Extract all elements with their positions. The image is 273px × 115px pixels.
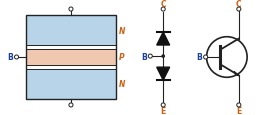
Circle shape <box>69 103 73 107</box>
Bar <box>26 16 116 99</box>
Polygon shape <box>157 68 170 80</box>
Text: E: E <box>161 106 166 115</box>
Bar <box>26 69 116 99</box>
Bar <box>26 16 116 46</box>
Circle shape <box>161 55 165 58</box>
Circle shape <box>204 56 208 59</box>
Bar <box>26 49 116 66</box>
Text: E: E <box>236 106 241 115</box>
Text: C: C <box>160 0 166 9</box>
Text: N: N <box>119 80 125 88</box>
Text: B: B <box>141 52 147 61</box>
Circle shape <box>14 56 19 59</box>
Circle shape <box>161 8 165 12</box>
Polygon shape <box>157 33 170 46</box>
Circle shape <box>237 103 241 107</box>
Text: N: N <box>119 27 125 35</box>
Circle shape <box>237 8 241 12</box>
Circle shape <box>148 55 152 59</box>
Circle shape <box>161 103 165 107</box>
Text: P: P <box>119 53 124 62</box>
Text: B: B <box>7 53 13 62</box>
Circle shape <box>207 37 247 78</box>
Polygon shape <box>234 72 239 76</box>
Text: B: B <box>196 53 202 62</box>
Circle shape <box>69 8 73 12</box>
Text: C: C <box>236 0 242 9</box>
